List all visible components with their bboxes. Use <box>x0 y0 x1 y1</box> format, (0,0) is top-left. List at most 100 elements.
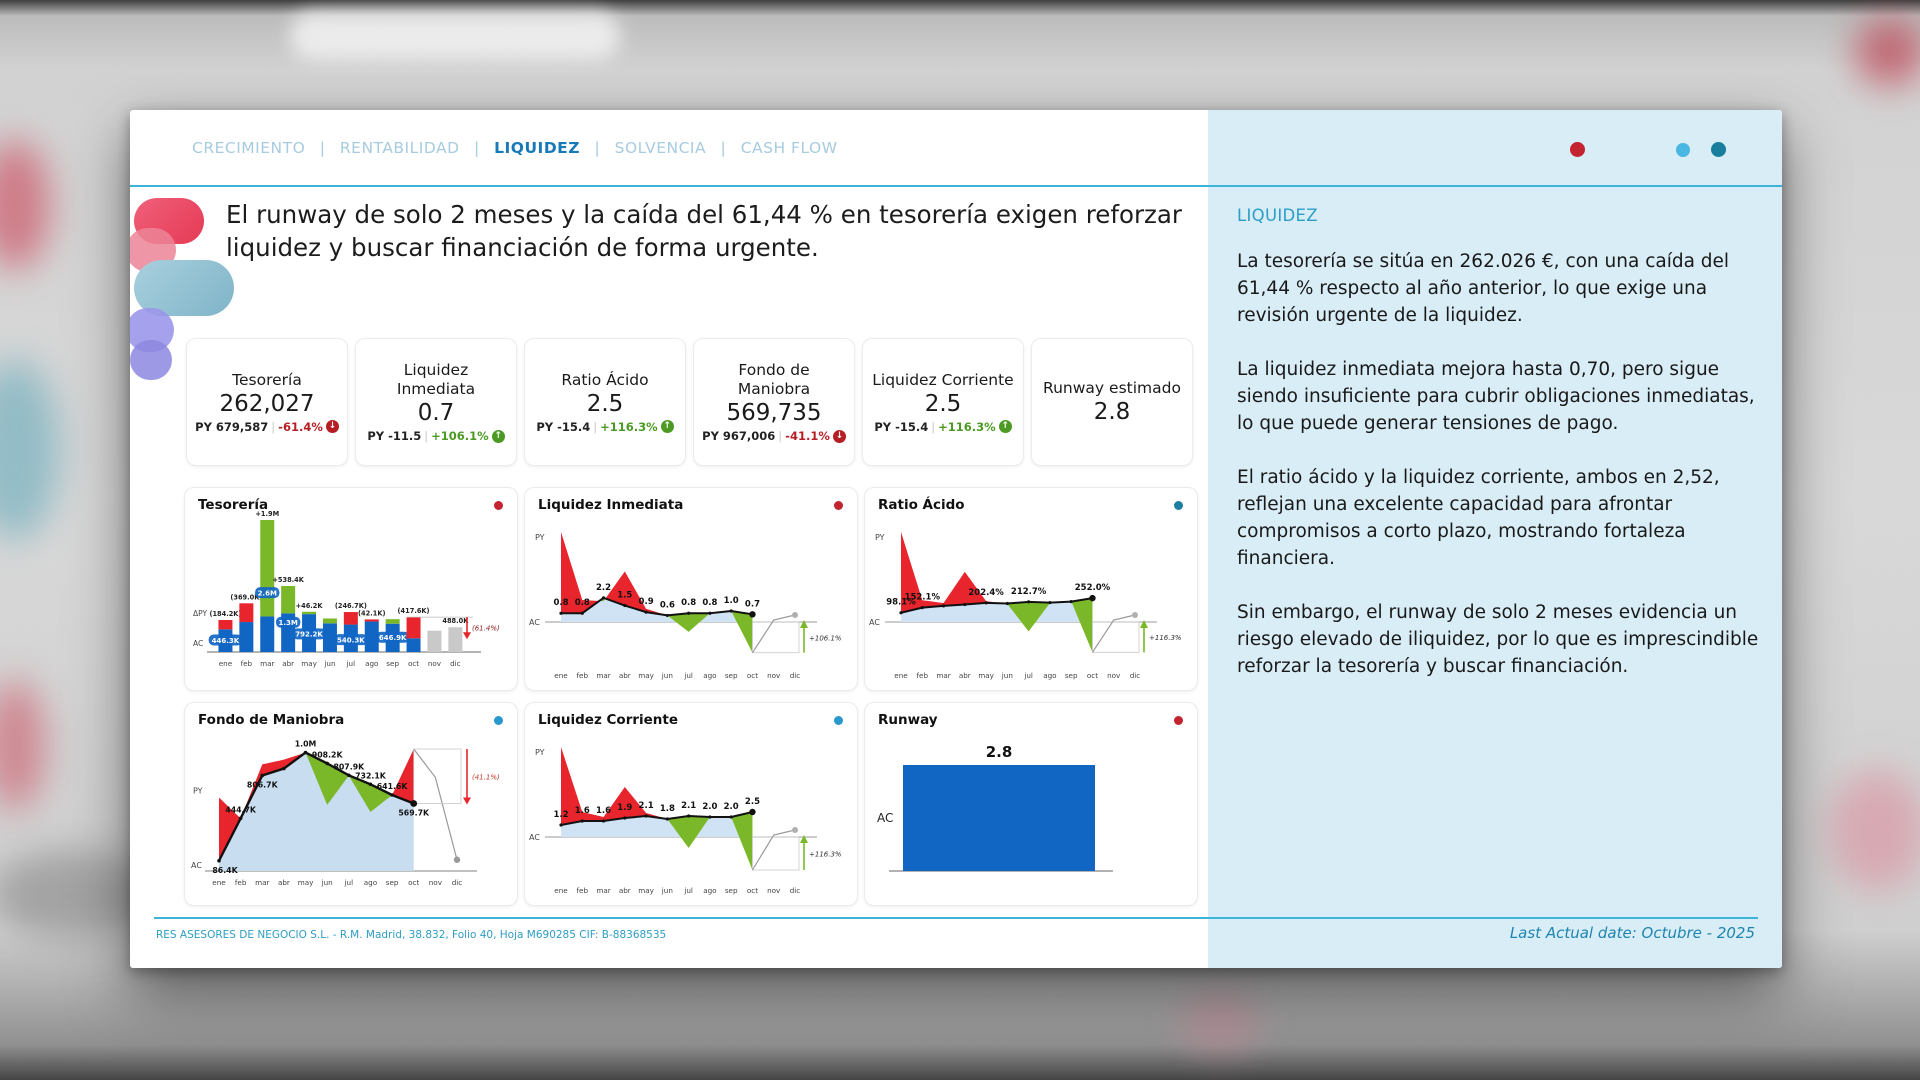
kpi-value: 2.5 <box>924 390 962 417</box>
kpi-title: Tesorería <box>232 370 302 389</box>
chart-card-ratio-acido: Ratio Ácido 98.1% 152.1% 202.4% 212.7% 252.0… <box>864 487 1198 691</box>
nav-tab-cashflow[interactable]: CASH FLOW <box>740 139 838 157</box>
svg-text:202.4%: 202.4% <box>968 588 1004 598</box>
kpi-title: Liquidez Inmediata <box>396 361 476 398</box>
svg-text:PY: PY <box>875 533 885 542</box>
liquidez-inmediata-chart: 0.8 0.8 2.2 1.5 0.9 0.6 0.8 0.8 1.0 0.7 +106.1% PY A… <box>529 532 842 680</box>
kpi-separator: | <box>593 419 598 434</box>
svg-text:2.6M: 2.6M <box>258 589 277 597</box>
svg-text:488.0K: 488.0K <box>442 617 469 625</box>
svg-text:jul: jul <box>344 878 354 887</box>
svg-text:may: may <box>301 659 317 668</box>
svg-text:mar: mar <box>596 671 610 680</box>
kpi-title: Liquidez Corriente <box>872 370 1014 389</box>
nav-tab-solvencia[interactable]: SOLVENCIA <box>614 139 707 157</box>
nav-separator: | <box>473 139 480 157</box>
kpi-py-value: PY 679,587 <box>195 419 269 434</box>
dashboard-slide: LIQUIDEZ La tesorería se sitúa en 262.02… <box>130 110 1782 968</box>
kpi-py-value: PY -15.4 <box>536 419 591 434</box>
svg-text:(184.2K): (184.2K) <box>209 610 241 618</box>
svg-text:PY: PY <box>193 787 203 796</box>
status-dot-lightblue <box>1676 143 1690 157</box>
svg-text:sep: sep <box>386 878 399 887</box>
last-actual-date: Last Actual date: Octubre - 2025 <box>1509 924 1755 942</box>
kpi-separator: | <box>778 429 783 443</box>
chart-card-liquidez-inmediata: Liquidez Inmediata 0.8 0.8 2.2 1.5 0.9 0.6 0.8… <box>524 487 858 691</box>
svg-text:792.2K: 792.2K <box>295 631 323 639</box>
svg-text:1.2: 1.2 <box>553 810 568 820</box>
panel-paragraph: El ratio ácido y la liquidez corriente, … <box>1237 467 1720 569</box>
nav-tab-liquidez[interactable]: LIQUIDEZ <box>494 139 581 157</box>
svg-text:jun: jun <box>661 671 673 680</box>
svg-text:nov: nov <box>1107 671 1121 680</box>
svg-text:mar: mar <box>255 878 269 887</box>
svg-text:oct: oct <box>408 878 419 887</box>
svg-text:may: may <box>638 671 654 680</box>
kpi-card-fondo-maniobra: Fondo de Maniobra 569,735 PY 967,006 | -… <box>693 338 855 466</box>
svg-text:ene: ene <box>219 659 233 668</box>
chart-status-dot <box>1174 716 1183 725</box>
svg-text:jun: jun <box>1001 671 1013 680</box>
kpi-card-tesoreria: Tesorería 262,027 PY 679,587 | -61.4% ↓ <box>186 338 348 466</box>
svg-text:ago: ago <box>703 671 716 680</box>
kpi-value: 0.7 <box>417 400 455 426</box>
section-nav: CRECIMIENTO | RENTABILIDAD | LIQUIDEZ | … <box>192 139 838 157</box>
svg-text:2.1: 2.1 <box>681 801 696 811</box>
svg-text:ago: ago <box>364 878 377 887</box>
backdrop-blob <box>1830 770 1920 890</box>
svg-text:1.0M: 1.0M <box>295 740 317 749</box>
svg-text:+538.4K: +538.4K <box>272 576 304 584</box>
kpi-title: Fondo de Maniobra <box>737 361 811 398</box>
chart-title: Liquidez Inmediata <box>538 497 684 513</box>
runway-chart: 2.8 AC <box>877 743 1113 872</box>
svg-text:jul: jul <box>346 659 356 668</box>
svg-text:sep: sep <box>386 659 399 668</box>
svg-text:feb: feb <box>577 671 589 680</box>
svg-text:0.8: 0.8 <box>553 598 568 608</box>
svg-text:(61.4%): (61.4%) <box>472 625 500 633</box>
svg-text:540.3K: 540.3K <box>337 636 365 644</box>
kpi-py-value: PY -11.5 <box>367 429 422 443</box>
svg-text:AC: AC <box>877 811 893 825</box>
svg-text:732.1K: 732.1K <box>355 771 387 780</box>
svg-text:AC: AC <box>193 639 203 648</box>
svg-text:+46.2K: +46.2K <box>296 602 324 610</box>
svg-text:0.8: 0.8 <box>702 598 717 608</box>
svg-text:641.6K: 641.6K <box>377 782 409 791</box>
kpi-title: Ratio Ácido <box>561 370 649 389</box>
svg-text:nov: nov <box>429 878 443 887</box>
kpi-row: Tesorería 262,027 PY 679,587 | -61.4% ↓ … <box>186 338 1196 466</box>
svg-text:mar: mar <box>260 659 274 668</box>
svg-text:1.0: 1.0 <box>724 596 739 606</box>
header-divider <box>130 185 1782 187</box>
svg-text:152.1%: 152.1% <box>905 593 941 603</box>
svg-text:oct: oct <box>408 659 419 668</box>
svg-text:ene: ene <box>894 671 908 680</box>
svg-text:sep: sep <box>725 671 738 680</box>
svg-text:1.3M: 1.3M <box>278 619 297 627</box>
kpi-value: 2.5 <box>586 390 624 417</box>
svg-text:mar: mar <box>936 671 950 680</box>
nav-tab-crecimiento[interactable]: CRECIMIENTO <box>192 139 306 157</box>
svg-text:dic: dic <box>790 671 801 680</box>
svg-text:569.7K: 569.7K <box>398 809 430 818</box>
headline: El runway de solo 2 meses y la caída del… <box>226 200 1182 262</box>
svg-text:AC: AC <box>869 618 880 627</box>
chart-status-dot <box>834 501 843 510</box>
svg-text:AC: AC <box>529 618 540 627</box>
svg-text:sep: sep <box>1065 671 1078 680</box>
kpi-delta: -41.1% <box>785 429 830 443</box>
kpi-card-liquidez-corriente: Liquidez Corriente 2.5 PY -15.4 | +116.3… <box>862 338 1024 466</box>
svg-text:dic: dic <box>450 659 461 668</box>
nav-tab-rentabilidad[interactable]: RENTABILIDAD <box>339 139 460 157</box>
nav-separator: | <box>594 139 601 157</box>
charts-grid: Tesorería (184.2K) 446.3K (369.0K) +1.9M 2.6… <box>184 487 1198 906</box>
svg-text:jul: jul <box>1023 671 1033 680</box>
svg-text:oct: oct <box>1087 671 1098 680</box>
chart-title: Tesorería <box>198 497 269 513</box>
svg-text:may: may <box>298 878 314 887</box>
svg-text:mar: mar <box>596 886 610 895</box>
svg-text:ene: ene <box>554 886 568 895</box>
kpi-value: 569,735 <box>726 400 822 426</box>
svg-text:+116.3%: +116.3% <box>1149 634 1182 642</box>
